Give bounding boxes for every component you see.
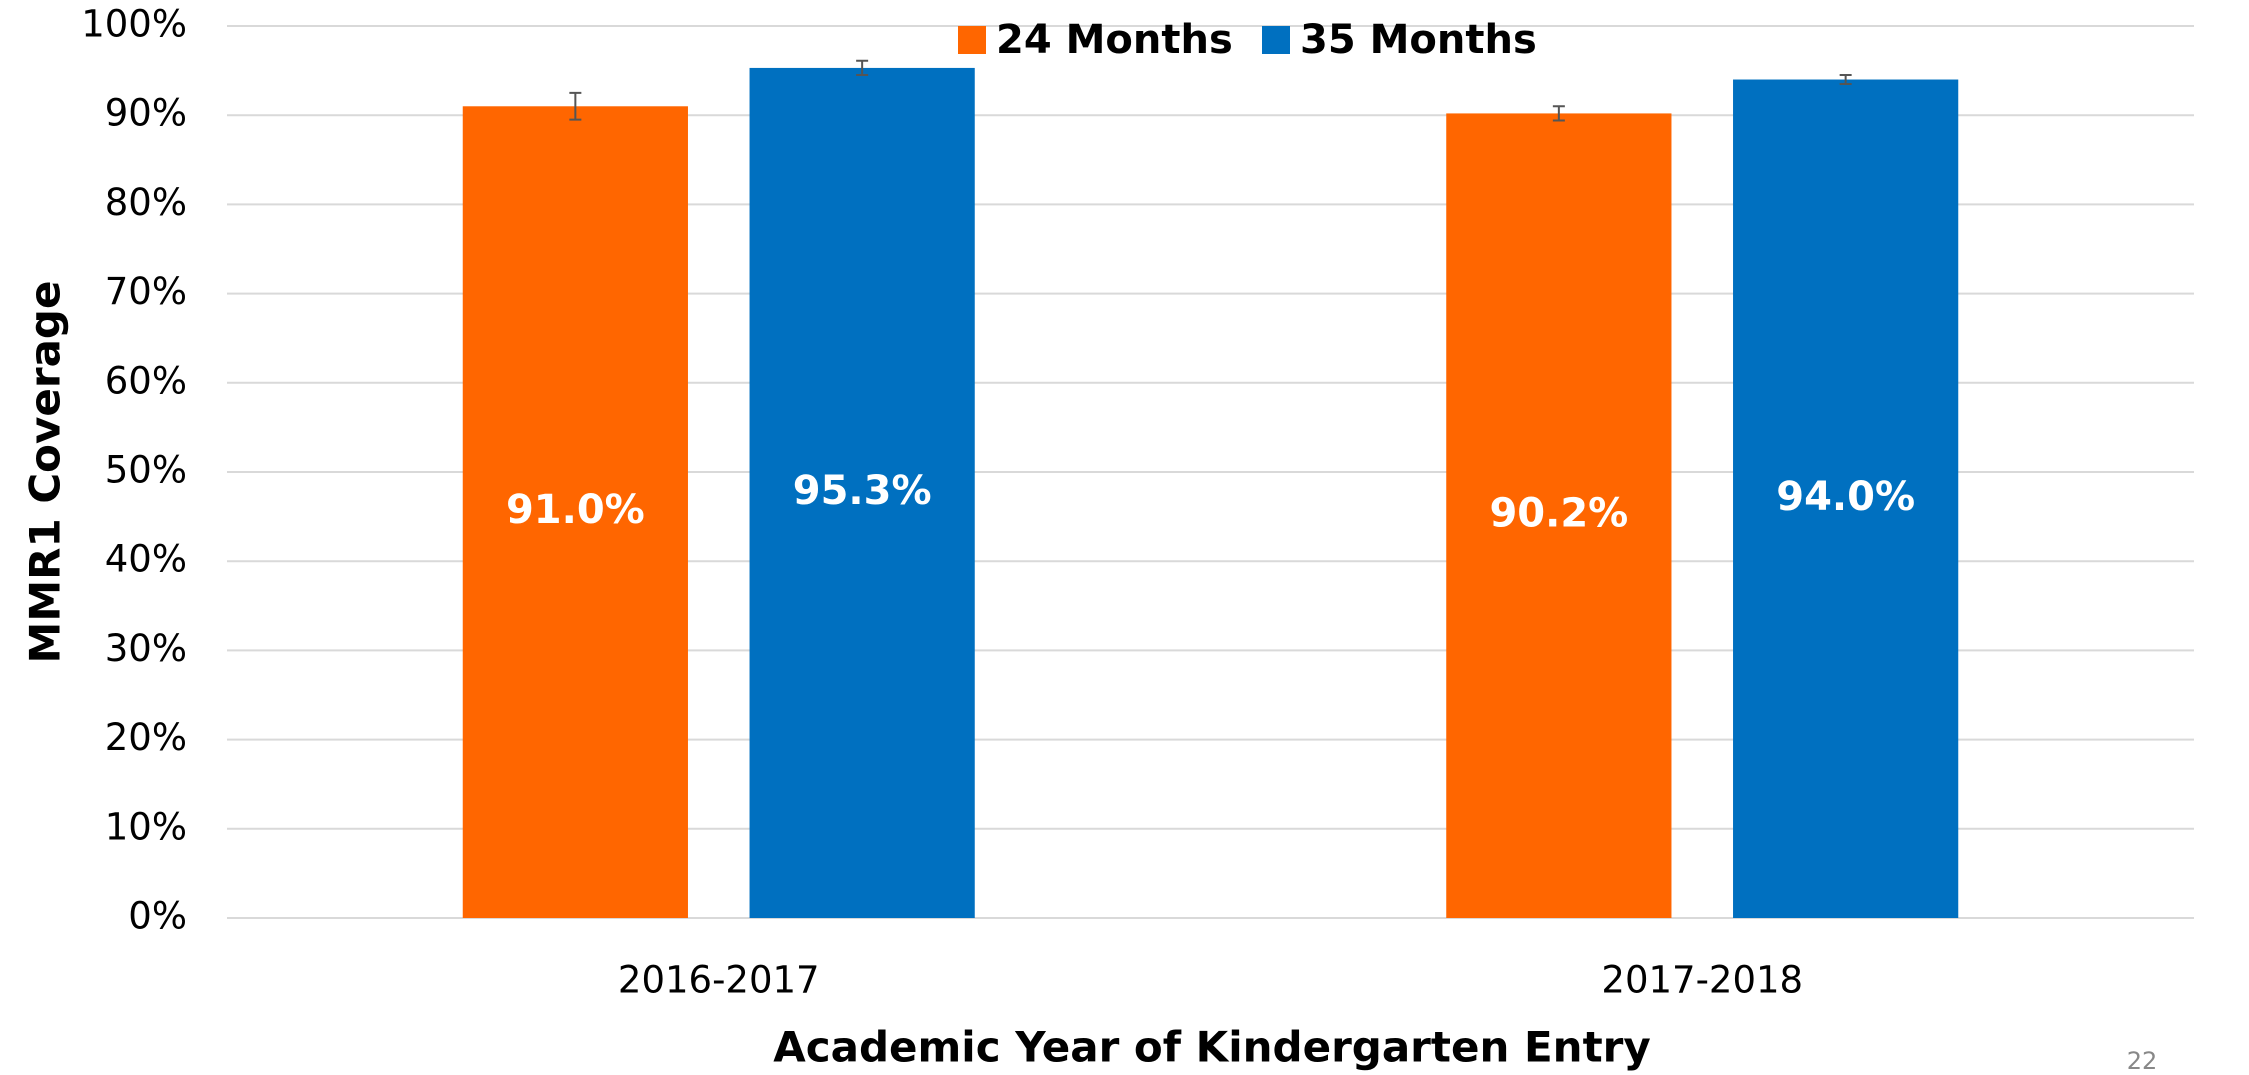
y-tick-label: 30%	[105, 627, 187, 670]
y-tick-label: 40%	[105, 538, 187, 581]
y-axis-title: MMR1 Coverage	[21, 281, 70, 664]
page-number: 22	[2127, 1047, 2158, 1075]
error-bar	[856, 59, 869, 77]
x-axis-title: Academic Year of Kindergarten Entry	[773, 1023, 1651, 1072]
error-bar	[569, 91, 582, 121]
x-tick-label: 2017-2018	[1601, 959, 1803, 1002]
bar	[749, 67, 975, 918]
x-tick-label: 2016-2017	[618, 959, 820, 1002]
y-tick-label: 0%	[128, 895, 187, 938]
error-bar	[1839, 74, 1852, 85]
legend-label: 24 Months	[996, 17, 1233, 63]
bar	[462, 106, 688, 918]
value-label: 90.2%	[1489, 491, 1628, 537]
y-tick-label: 70%	[105, 270, 187, 313]
y-tick-label: 50%	[105, 449, 187, 492]
legend-label: 35 Months	[1300, 17, 1537, 63]
y-tick-label: 10%	[105, 805, 187, 848]
value-label: 95.3%	[793, 468, 932, 514]
legend-swatch	[958, 26, 986, 54]
y-tick-label: 80%	[105, 181, 187, 224]
y-tick-label: 60%	[105, 359, 187, 402]
value-label: 94.0%	[1776, 474, 1915, 520]
value-label: 91.0%	[506, 487, 645, 533]
y-tick-label: 20%	[105, 716, 187, 759]
bar	[1446, 113, 1672, 918]
legend-swatch	[1262, 26, 1290, 54]
error-bar	[1552, 105, 1565, 122]
y-tick-label: 100%	[81, 3, 187, 46]
bar	[1733, 79, 1959, 918]
y-tick-label: 90%	[105, 92, 187, 135]
